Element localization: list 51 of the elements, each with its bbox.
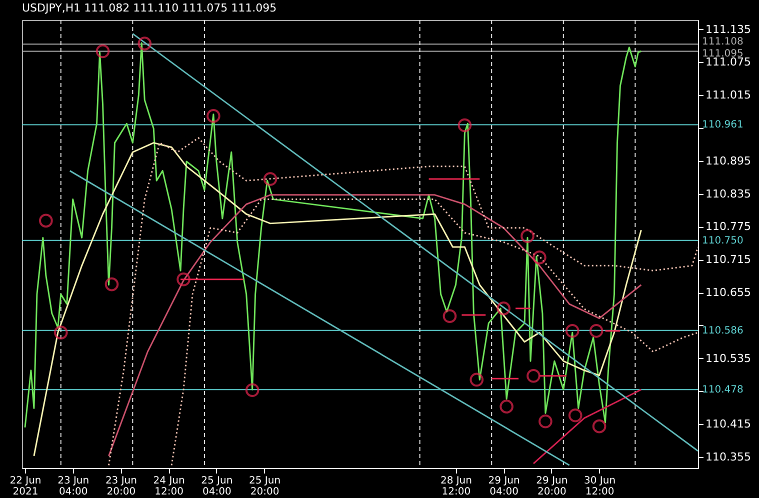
line-series xyxy=(170,198,699,466)
ref-line-label: 110.586 xyxy=(702,325,744,336)
ref-line-label: 111.108 xyxy=(702,36,744,48)
x-tick-label: 23 Jun 20:00 xyxy=(105,476,137,498)
point xyxy=(245,383,260,398)
y-tick-label: 110.535 xyxy=(706,352,751,365)
line-series xyxy=(108,194,642,457)
point xyxy=(568,408,582,422)
y-tick-label: 110.775 xyxy=(706,220,751,234)
point xyxy=(206,109,220,123)
x-tick-label: 28 Jun 12:00 xyxy=(440,476,472,498)
point xyxy=(592,419,606,434)
point xyxy=(520,229,534,243)
line-series xyxy=(33,142,642,457)
ref-line-label: 110.478 xyxy=(702,384,744,396)
y-tick-label: 110.355 xyxy=(706,450,751,464)
x-tick-label: 30 Jun 12:00 xyxy=(584,476,616,498)
y-tick-label: 111.015 xyxy=(706,88,751,102)
point xyxy=(39,214,53,228)
point xyxy=(96,44,110,58)
point xyxy=(500,400,514,414)
ref-line-label: 110.961 xyxy=(702,120,744,131)
y-tick-label: 110.415 xyxy=(706,418,751,431)
x-tick-label: 29 Jun 04:00 xyxy=(488,476,520,498)
point xyxy=(470,372,484,387)
y-tick-label: 110.715 xyxy=(706,253,751,266)
point xyxy=(442,309,457,324)
point xyxy=(496,302,510,316)
y-tick-label: 110.655 xyxy=(706,286,751,300)
chart-title: USDJPY,H1 111.082 111.110 111.075 111.095 xyxy=(22,2,277,14)
x-tick-label: 25 Jun 04:00 xyxy=(201,476,233,498)
y-tick-label: 111.135 xyxy=(706,22,751,36)
point xyxy=(538,414,552,428)
ref-line-label: 110.750 xyxy=(702,235,744,246)
x-tick-label: 22 Jun 2021 xyxy=(10,476,42,498)
line-series xyxy=(108,137,699,466)
line-series xyxy=(24,42,642,428)
x-tick-label: 29 Jun 20:00 xyxy=(536,476,568,498)
point xyxy=(138,36,152,50)
x-tick-label: 24 Jun 12:00 xyxy=(153,476,185,498)
y-tick-label: 110.835 xyxy=(706,187,751,200)
y-tick-label: 110.895 xyxy=(706,154,751,168)
point xyxy=(565,324,580,338)
point xyxy=(54,326,68,340)
x-tick-label: 25 Jun 20:00 xyxy=(249,476,281,498)
point xyxy=(532,250,546,264)
point xyxy=(263,172,278,186)
x-tick-label: 23 Jun 04:00 xyxy=(58,476,90,498)
point xyxy=(176,272,190,286)
point xyxy=(458,118,472,132)
point xyxy=(104,277,119,292)
